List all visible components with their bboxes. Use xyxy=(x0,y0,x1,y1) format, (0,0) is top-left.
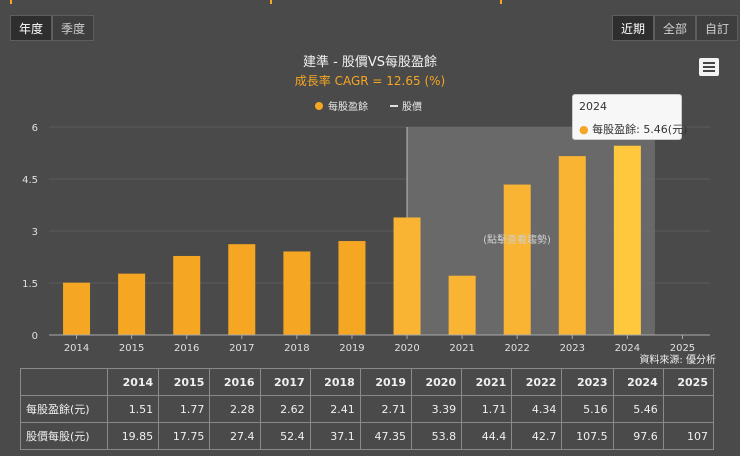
table-cell: 每股盈餘(元) xyxy=(20,395,108,423)
legend-eps-marker[interactable] xyxy=(315,102,323,110)
all-button[interactable]: 全部 xyxy=(654,15,697,41)
table-cell: 3.39 xyxy=(410,395,463,423)
table-header-cell: 2022 xyxy=(511,368,563,396)
top-divider xyxy=(10,0,12,4)
bar-2021[interactable] xyxy=(448,275,476,335)
x-tick-label: 2014 xyxy=(64,343,89,354)
table-cell: 44.4 xyxy=(461,422,513,450)
x-tick-label: 2016 xyxy=(174,343,199,354)
table-header-cell: 2024 xyxy=(612,368,664,396)
bar-2015[interactable] xyxy=(118,273,146,335)
tooltip-title: 2024 xyxy=(579,100,607,113)
table-cell: 37.1 xyxy=(309,422,361,450)
table-header-cell: 2025 xyxy=(662,368,715,396)
x-tick-label: 2021 xyxy=(449,343,474,354)
x-tick-label: 2017 xyxy=(229,343,254,354)
bar-2019[interactable] xyxy=(338,241,366,335)
chart-subtitle: 成長率 CAGR = 12.65 (%) xyxy=(295,73,445,88)
table-header-cell: 2017 xyxy=(259,368,311,396)
table-header-cell: 2015 xyxy=(158,368,211,396)
x-tick-label: 2018 xyxy=(284,343,309,354)
menu-icon[interactable] xyxy=(699,58,719,76)
table-cell: 17.75 xyxy=(158,422,211,450)
table-row: 股價每股(元) 19.85 17.75 27.4 52.4 37.1 47.35 53.8 44… xyxy=(20,422,715,450)
table-cell: 1.51 xyxy=(106,395,160,423)
table-header-cell: 2014 xyxy=(106,368,160,396)
x-tick-label: 2022 xyxy=(504,343,529,354)
custom-button[interactable]: 自訂 xyxy=(696,15,739,41)
bar-2017[interactable] xyxy=(228,244,256,335)
legend-price-label[interactable]: 股價 xyxy=(402,100,422,113)
x-tick-label: 2024 xyxy=(615,343,640,354)
chart-tooltip: 2024 ● 每股盈餘: 5.46(元) xyxy=(572,94,687,140)
tooltip-value: 5.46(元) xyxy=(643,123,688,136)
bar-2023[interactable] xyxy=(558,156,586,335)
table-cell: 97.6 xyxy=(612,422,664,450)
top-divider xyxy=(500,0,502,4)
table-cell: 4.34 xyxy=(511,395,563,423)
table-cell: 42.7 xyxy=(511,422,563,450)
tooltip-dot-icon: ● xyxy=(579,123,589,136)
table-header-cell: 2023 xyxy=(561,368,614,396)
table-cell: 19.85 xyxy=(106,422,160,450)
data-table: 2014 2015 2016 2017 2018 2019 2020 2021 2022 2023… xyxy=(20,368,715,450)
table-cell: 5.16 xyxy=(561,395,614,423)
bar-2020[interactable] xyxy=(393,217,421,335)
table-header-cell: 2021 xyxy=(461,368,513,396)
table-cell: 52.4 xyxy=(259,422,311,450)
table-cell: 107 xyxy=(662,422,715,450)
period-toggle: 年度 季度 xyxy=(10,15,95,41)
table-cell: 27.4 xyxy=(209,422,261,450)
table-cell: 107.5 xyxy=(561,422,614,450)
bar-2018[interactable] xyxy=(283,251,311,335)
x-tick-label: 2025 xyxy=(670,343,695,354)
bar-2024[interactable] xyxy=(613,145,641,335)
table-cell: 股價每股(元) xyxy=(20,422,108,450)
y-tick-label: 6 xyxy=(32,123,38,134)
tooltip-row: ● 每股盈餘: 5.46(元) xyxy=(579,123,688,136)
tooltip-series: 每股盈餘 xyxy=(592,123,637,136)
x-tick-label: 2015 xyxy=(119,343,144,354)
recent-button[interactable]: 近期 xyxy=(612,15,655,41)
trend-watermark[interactable]: (點擊查看趨勢) xyxy=(483,233,551,246)
table-header-cell: 2020 xyxy=(410,368,463,396)
data-source: 資料來源: 優分析 xyxy=(639,355,716,366)
table-header-cell: 2018 xyxy=(309,368,361,396)
table-cell: 53.8 xyxy=(410,422,463,450)
y-tick-label: 0 xyxy=(32,331,38,342)
table-cell: 2.28 xyxy=(209,395,261,423)
table-header-cell: 2019 xyxy=(359,368,412,396)
table-cell: 47.35 xyxy=(359,422,412,450)
table-cell: 2.62 xyxy=(259,395,311,423)
x-tick-label: 2023 xyxy=(560,343,585,354)
chart-title: 建準 - 股價VS每股盈餘 xyxy=(303,54,437,70)
table-header-cell xyxy=(20,368,108,396)
table-header-cell: 2016 xyxy=(209,368,261,396)
table-cell: 5.46 xyxy=(612,395,664,423)
table-cell: 1.71 xyxy=(461,395,513,423)
table-cell xyxy=(662,395,715,423)
y-tick-label: 4.5 xyxy=(22,175,38,186)
bar-2022[interactable] xyxy=(503,184,531,335)
table-header-row: 2014 2015 2016 2017 2018 2019 2020 2021 2022 2023… xyxy=(20,368,715,396)
table-cell: 2.41 xyxy=(309,395,361,423)
quarterly-button[interactable]: 季度 xyxy=(52,15,95,41)
annual-button[interactable]: 年度 xyxy=(10,15,53,41)
x-tick-label: 2019 xyxy=(339,343,364,354)
y-tick-label: 3 xyxy=(32,227,38,238)
top-divider xyxy=(270,0,272,4)
y-tick-label: 1.5 xyxy=(22,279,38,290)
bar-2014[interactable] xyxy=(63,282,91,335)
table-cell: 2.71 xyxy=(359,395,412,423)
legend-eps-label[interactable]: 每股盈餘 xyxy=(328,100,368,113)
bar-2016[interactable] xyxy=(173,255,201,335)
forecast-region xyxy=(407,127,655,335)
x-tick-label: 2020 xyxy=(394,343,419,354)
range-toggle: 近期 全部 自訂 xyxy=(612,15,739,41)
table-row: 每股盈餘(元) 1.51 1.77 2.28 2.62 2.41 2.71 3.39 1.71 4… xyxy=(20,395,715,423)
table-cell: 1.77 xyxy=(158,395,211,423)
chart: 建準 - 股價VS每股盈餘 成長率 CAGR = 12.65 (%) 每股盈餘 … xyxy=(22,54,710,354)
